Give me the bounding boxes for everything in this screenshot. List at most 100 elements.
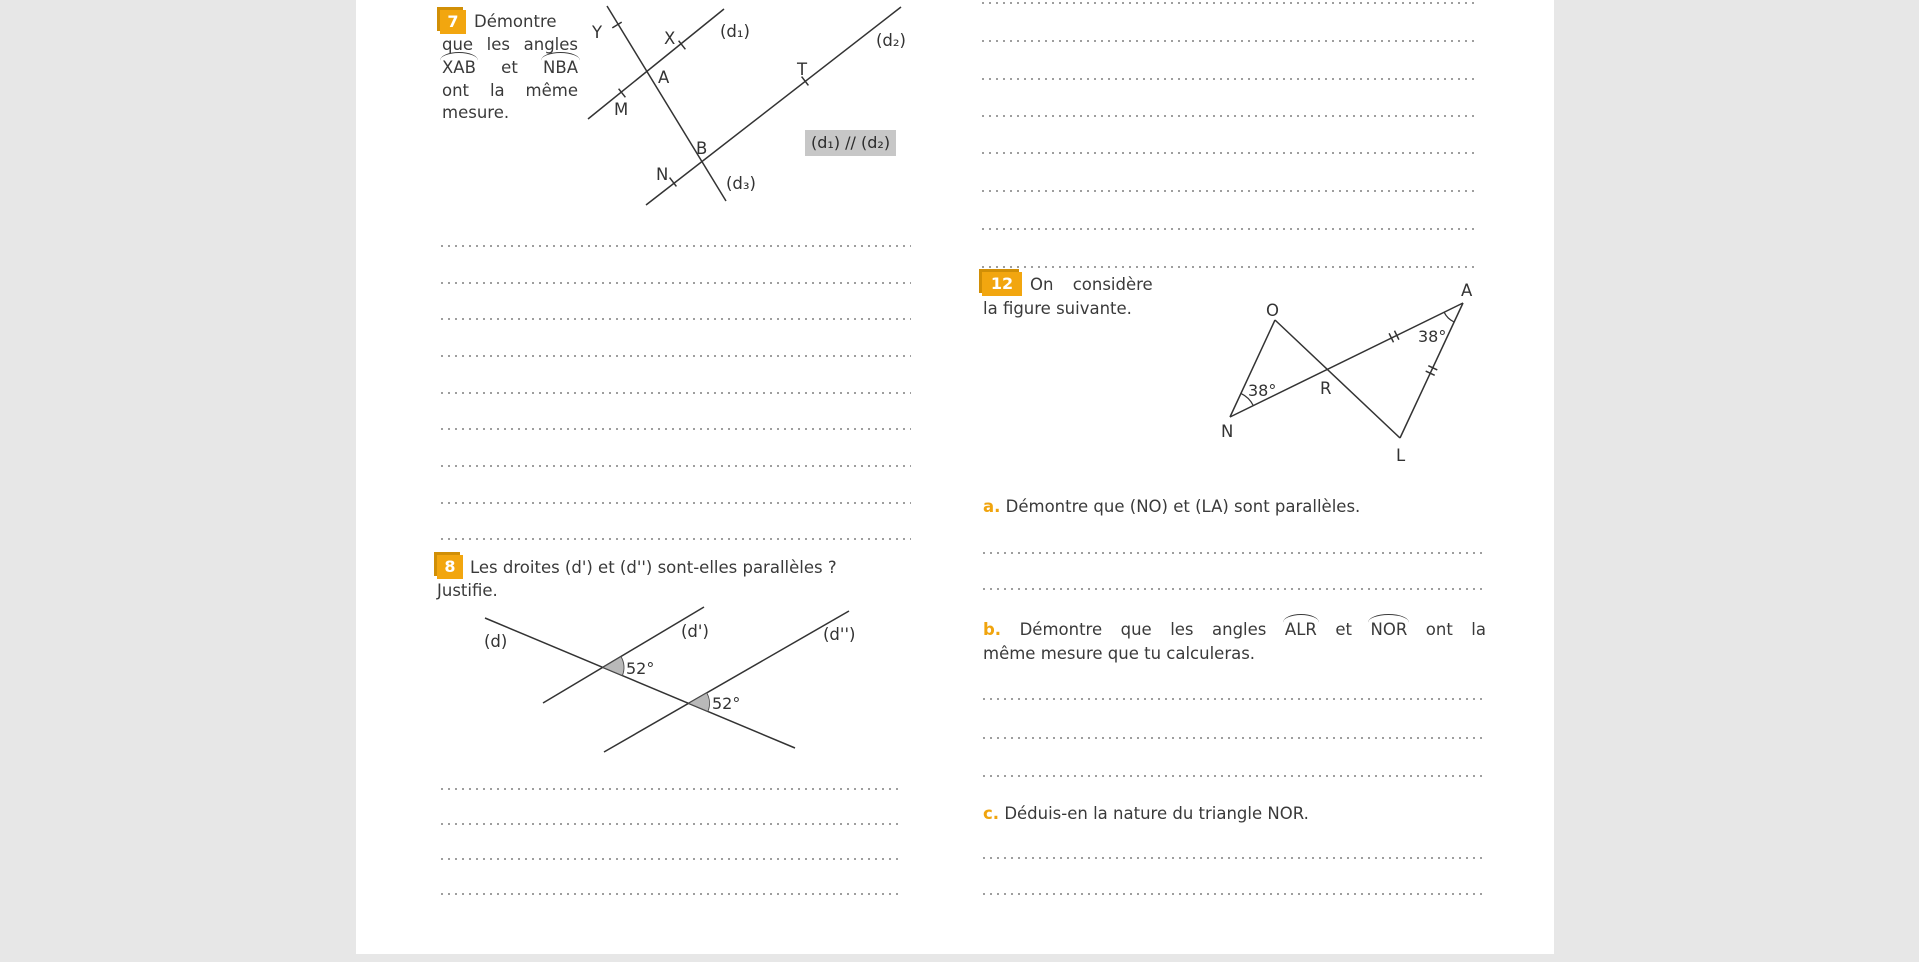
ex7-statement-line1: Démontre <box>474 12 557 31</box>
segment-al <box>1399 302 1464 439</box>
answer-dotted-line <box>441 355 911 357</box>
segment-na <box>1229 302 1464 418</box>
line-d2 <box>645 6 902 206</box>
ex7-figure: Y X A M T B N (d₁) (d₂) (d₃) <box>587 5 906 206</box>
answer-dotted-line <box>982 78 1474 80</box>
answer-dotted-line <box>982 228 1474 230</box>
line-d1 <box>587 8 725 120</box>
angle-wedge-52-first <box>602 655 625 677</box>
answer-dotted-line <box>441 788 899 790</box>
answer-dotted-line <box>983 737 1485 739</box>
ex12-question-c: c. Déduis-en la nature du triangle NOR. <box>983 803 1309 825</box>
question-a-label: a. <box>983 497 1001 516</box>
angle-value-38-a: 38° <box>1418 327 1446 346</box>
answer-dotted-line <box>982 40 1474 42</box>
angle-arc-n <box>1240 392 1254 406</box>
point-label-b: B <box>696 139 707 158</box>
line-label-d1: (d₁) <box>720 22 750 41</box>
answer-dotted-line <box>441 538 911 540</box>
point-label-n: N <box>1221 422 1233 441</box>
point-label-r: R <box>1320 379 1331 398</box>
answer-dotted-line <box>983 588 1485 590</box>
equal-tick-marks-al <box>1425 365 1438 376</box>
point-label-y: Y <box>591 23 603 42</box>
angle-notation-xab: XAB <box>440 52 478 77</box>
ex7-statement-line4: ont la même <box>442 81 578 100</box>
answer-dotted-line <box>982 2 1474 4</box>
answer-dotted-line <box>441 318 911 320</box>
line-label-d2: (d₂) <box>876 31 906 50</box>
question-b-part2: et <box>1335 620 1352 639</box>
answer-dotted-line <box>441 245 911 247</box>
segment-no <box>1229 319 1276 418</box>
answer-dotted-line <box>982 190 1474 192</box>
point-label-m: M <box>614 100 628 119</box>
point-tick-marks <box>611 21 809 187</box>
answer-dotted-line <box>441 465 911 467</box>
equal-tick-marks-ra <box>1388 330 1400 343</box>
ex12-statement-line1: On considère <box>1030 275 1153 294</box>
answer-dotted-line <box>441 502 911 504</box>
question-b-part3: ont la <box>1425 620 1486 639</box>
point-label-t: T <box>796 60 808 79</box>
answer-dotted-line <box>441 823 899 825</box>
ex12-question-a: a. Démontre que (NO) et (LA) sont parall… <box>983 496 1360 518</box>
angle-value-52-second: 52° <box>712 694 740 713</box>
question-b-part1: Démontre que les angles <box>1019 620 1267 639</box>
ex8-figure: (d) (d') (d'') 52° 52° <box>484 606 855 753</box>
line-label-d-prime: (d') <box>681 622 709 641</box>
parallel-note-box: (d₁) // (d₂) <box>805 130 897 156</box>
line-d <box>484 617 796 749</box>
answer-dotted-line <box>983 857 1485 859</box>
segment-ol <box>1274 319 1401 439</box>
answer-dotted-line <box>982 266 1474 268</box>
angle-arc-a <box>1443 311 1455 323</box>
exercise-7-badge: 7 <box>440 10 466 34</box>
answer-dotted-line <box>441 282 911 284</box>
angle-notation-nba: NBA <box>541 52 580 77</box>
line-label-d-double-prime: (d'') <box>823 625 855 644</box>
point-label-x: X <box>664 29 675 48</box>
point-label-l: L <box>1396 446 1406 465</box>
answer-dotted-line <box>982 115 1474 117</box>
angle-wedge-52-second <box>687 692 710 712</box>
exercise-8-badge: 8 <box>437 555 463 579</box>
exercise-12-badge: 12 <box>982 272 1022 296</box>
question-a-text: Démontre que (NO) et (LA) sont parallèle… <box>1005 497 1361 516</box>
point-label-o: O <box>1266 301 1279 320</box>
line-label-d: (d) <box>484 632 507 651</box>
ex12-statement-line2: la figure suivante. <box>983 299 1132 318</box>
question-c-label: c. <box>983 804 1000 823</box>
point-label-a: A <box>1461 281 1473 300</box>
point-label-n: N <box>656 165 668 184</box>
ex12-question-b-line2: même mesure que tu calculeras. <box>983 644 1256 663</box>
ex8-statement-line1: Les droites (d') et (d'') sont-elles par… <box>470 558 837 577</box>
answer-dotted-line <box>983 893 1485 895</box>
question-c-text: Déduis-en la nature du triangle NOR. <box>1004 804 1309 823</box>
ex7-statement-line3: XAB et NBA <box>440 52 580 79</box>
ex7-statement-line5: mesure. <box>442 103 510 122</box>
line-d-prime <box>542 606 705 704</box>
angle-notation-nor: NOR <box>1368 614 1410 639</box>
answer-dotted-line <box>441 392 911 394</box>
ex12-question-b-line1: b. Démontre que les angles ALR et NOR on… <box>983 614 1486 641</box>
ex8-statement-line2: Justifie. <box>437 581 498 600</box>
answer-dotted-line <box>983 775 1485 777</box>
question-b-label: b. <box>983 620 1002 639</box>
ex7-separator: et <box>501 58 518 77</box>
angle-value-52-first: 52° <box>626 659 654 678</box>
point-label-a: A <box>658 68 670 87</box>
line-d3 <box>606 5 727 202</box>
line-d-double-prime <box>603 610 850 753</box>
answer-dotted-line <box>441 893 899 895</box>
ex7-statement-line2: que les angles <box>442 35 578 54</box>
worksheet-paper <box>356 0 1554 954</box>
answer-dotted-line <box>983 698 1485 700</box>
line-label-d3: (d₃) <box>726 174 756 193</box>
answer-dotted-line <box>982 152 1474 154</box>
angle-value-38-n: 38° <box>1248 381 1276 400</box>
answer-dotted-line <box>441 858 899 860</box>
answer-dotted-line <box>983 552 1485 554</box>
answer-dotted-line <box>441 428 911 430</box>
